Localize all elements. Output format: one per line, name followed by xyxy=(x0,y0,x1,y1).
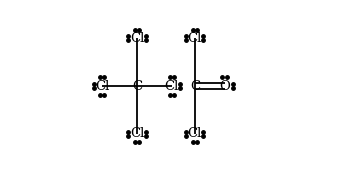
Text: Cl: Cl xyxy=(130,32,144,45)
Text: Cl: Cl xyxy=(164,79,179,93)
Text: Cl: Cl xyxy=(188,32,202,45)
Text: C: C xyxy=(190,79,200,93)
Text: Cl: Cl xyxy=(130,127,144,140)
Text: Cl: Cl xyxy=(95,79,110,93)
Text: O: O xyxy=(219,79,230,93)
Text: C: C xyxy=(132,79,142,93)
Text: Cl: Cl xyxy=(188,127,202,140)
